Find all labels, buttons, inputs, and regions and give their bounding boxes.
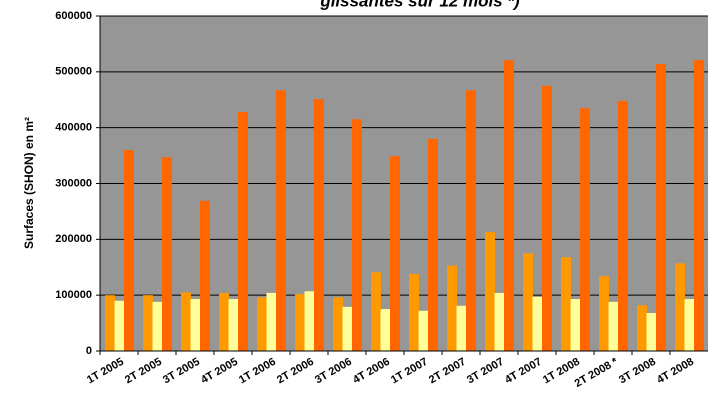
bar — [114, 300, 125, 351]
bar — [646, 313, 657, 351]
bar — [266, 292, 277, 351]
bar — [371, 272, 381, 351]
x-tick-label: 3T 2007 — [465, 356, 506, 387]
y-tick-label: 200000 — [55, 233, 92, 245]
x-tick-label: 3T 2006 — [313, 356, 354, 387]
y-tick-label: 600000 — [55, 10, 92, 22]
bar — [228, 299, 239, 351]
x-tick-label: 4T 2007 — [503, 356, 544, 387]
bar — [152, 301, 163, 351]
y-tick-label: 400000 — [55, 122, 92, 134]
x-tick-label: 2T 2006 — [275, 356, 316, 387]
bar — [295, 294, 305, 351]
bar — [523, 253, 533, 351]
bar — [304, 291, 315, 351]
bar — [504, 60, 514, 351]
bar — [124, 150, 134, 351]
x-tick-label: 2T 2007 — [427, 356, 468, 387]
chart-title: glissantes sur 12 mois *) — [319, 0, 520, 10]
bar — [532, 296, 543, 351]
bar — [352, 119, 362, 352]
bar — [561, 257, 571, 351]
x-tick-label: 4T 2005 — [199, 356, 240, 387]
bar — [485, 232, 495, 351]
bar — [390, 156, 400, 351]
bar — [542, 85, 552, 352]
bar — [618, 100, 628, 351]
bar — [447, 265, 457, 351]
bar — [466, 90, 476, 351]
y-axis-label: Surfaces (SHON) en m² — [22, 117, 36, 249]
x-tick-label: 3T 2008 — [617, 356, 658, 387]
bar — [333, 297, 343, 351]
bar — [684, 299, 695, 351]
bar — [570, 299, 581, 351]
bar — [456, 305, 467, 351]
y-tick-label: 500000 — [55, 66, 92, 78]
bar — [257, 297, 267, 351]
bar — [637, 305, 647, 351]
bar — [314, 99, 324, 351]
x-tick-label: 2T 2008 * — [573, 355, 621, 390]
bar — [162, 157, 172, 351]
bar — [380, 309, 391, 351]
x-tick-label: 1T 2006 — [237, 356, 278, 387]
x-tick-label: 1T 2007 — [389, 356, 430, 387]
bar — [143, 295, 153, 351]
y-tick-label: 300000 — [55, 177, 92, 189]
y-tick-label: 0 — [86, 345, 92, 357]
bar — [276, 90, 286, 351]
y-tick-label: 100000 — [55, 289, 92, 301]
bar — [238, 112, 248, 352]
x-tick-label: 2T 2005 — [123, 356, 164, 387]
x-tick-label: 3T 2005 — [161, 356, 202, 387]
bar — [190, 299, 201, 351]
bar — [580, 108, 590, 351]
bar — [409, 273, 419, 351]
bar — [181, 292, 191, 351]
x-tick-label: 4T 2008 — [655, 356, 696, 387]
bar — [428, 138, 438, 351]
bar — [599, 276, 609, 351]
bar — [105, 295, 115, 351]
bar — [200, 200, 210, 351]
bar — [494, 292, 505, 351]
bar — [694, 60, 704, 351]
bar — [219, 292, 229, 351]
bar — [656, 64, 666, 352]
x-tick-label: 4T 2006 — [351, 356, 392, 387]
bar — [608, 301, 619, 351]
bar — [675, 263, 685, 351]
x-tick-label: 1T 2005 — [85, 356, 126, 387]
bar — [418, 310, 429, 351]
bar — [342, 306, 353, 351]
